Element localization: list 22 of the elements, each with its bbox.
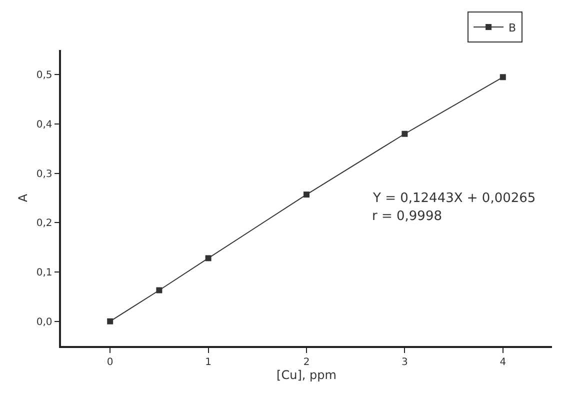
x-axis-title: [Cu], ppm (276, 368, 336, 382)
y-tick-label: 0,5 (36, 70, 52, 82)
x-tick-label: 3 (402, 356, 408, 368)
annotation: r = 0,9998 (372, 209, 442, 224)
point (156, 287, 162, 294)
x-tick-label: 1 (205, 356, 212, 368)
legend-label: B (508, 21, 516, 34)
y-tick-label: 0,1 (36, 268, 52, 278)
annotation: Y = 0,12443X + 0,00265 (372, 191, 536, 206)
x-tick-label: 4 (500, 356, 506, 368)
point (402, 130, 408, 137)
y-tick-label: 0,2 (36, 218, 52, 230)
y-tick-label: 0,3 (36, 168, 52, 180)
y-axis-title: A (16, 193, 30, 202)
x-tick-label: 2 (303, 356, 310, 368)
point (205, 255, 212, 262)
x-tick-label: 0 (106, 356, 114, 368)
y-tick-label: 0,4 (36, 120, 52, 130)
point (304, 192, 310, 198)
y-tick-label: 0,0 (36, 316, 52, 328)
point (107, 318, 114, 324)
point (500, 74, 506, 80)
